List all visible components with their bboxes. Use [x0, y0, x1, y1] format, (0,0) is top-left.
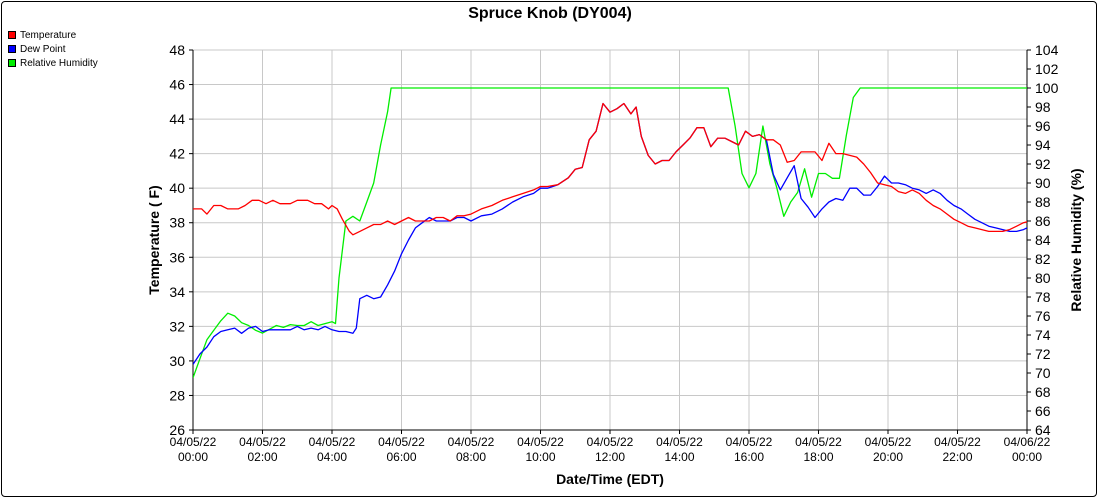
- legend-swatch-temperature: [8, 31, 16, 39]
- x-tick-time-label: 20:00: [873, 450, 903, 464]
- y-right-tick-label: 94: [1035, 137, 1051, 153]
- y-right-tick-label: 66: [1035, 403, 1051, 419]
- x-tick-date-label: 04/05/22: [934, 435, 981, 449]
- x-tick-time-label: 14:00: [664, 450, 694, 464]
- y-right-tick-label: 92: [1035, 156, 1051, 172]
- y-left-tick-label: 48: [169, 42, 185, 58]
- x-tick-time-label: 08:00: [456, 450, 486, 464]
- x-tick-date-label: 04/05/22: [587, 435, 634, 449]
- x-tick-time-label: 12:00: [595, 450, 625, 464]
- x-tick-date-label: 04/05/22: [448, 435, 495, 449]
- x-tick-time-label: 06:00: [386, 450, 416, 464]
- y-left-tick-label: 32: [169, 318, 185, 334]
- y-right-tick-label: 102: [1035, 61, 1059, 77]
- y-left-tick-label: 42: [169, 146, 185, 162]
- series-line-temperature: [193, 102, 1027, 236]
- y-right-tick-label: 68: [1035, 384, 1051, 400]
- x-tick-time-label: 18:00: [803, 450, 833, 464]
- x-tick-date-label: 04/05/22: [517, 435, 564, 449]
- y-right-tick-label: 82: [1035, 251, 1051, 267]
- y-left-tick-label: 46: [169, 77, 185, 93]
- x-tick-date-label: 04/05/22: [170, 435, 217, 449]
- legend-item-temperature: Temperature: [8, 28, 98, 42]
- legend: Temperature Dew Point Relative Humidity: [8, 28, 98, 70]
- x-tick-time-label: 04:00: [317, 450, 347, 464]
- y-right-tick-label: 100: [1035, 80, 1059, 96]
- x-tick-time-label: 10:00: [525, 450, 555, 464]
- x-tick-date-label: 04/05/22: [726, 435, 773, 449]
- y-left-tick-label: 38: [169, 215, 185, 231]
- legend-label-dew-point: Dew Point: [20, 43, 66, 55]
- y-right-tick-label: 104: [1035, 42, 1059, 58]
- x-tick-time-label: 16:00: [734, 450, 764, 464]
- y-right-tick-label: 74: [1035, 327, 1051, 343]
- x-tick-time-label: 02:00: [247, 450, 277, 464]
- y-right-tick-label: 72: [1035, 346, 1051, 362]
- legend-item-dew-point: Dew Point: [8, 42, 98, 56]
- y-left-tick-label: 40: [169, 180, 185, 196]
- y-right-tick-label: 88: [1035, 194, 1051, 210]
- y-right-tick-label: 86: [1035, 213, 1051, 229]
- x-axis-label: Date/Time (EDT): [556, 471, 664, 487]
- y-left-tick-label: 34: [169, 284, 185, 300]
- legend-item-relative-humidity: Relative Humidity: [8, 56, 98, 70]
- y-right-tick-label: 64: [1035, 422, 1051, 438]
- y-right-tick-label: 96: [1035, 118, 1051, 134]
- x-tick-time-label: 00:00: [1012, 450, 1042, 464]
- y-right-tick-label: 78: [1035, 289, 1051, 305]
- x-tick-date-label: 04/05/22: [309, 435, 356, 449]
- y-left-tick-label: 44: [169, 111, 185, 127]
- y-right-tick-label: 84: [1035, 232, 1051, 248]
- legend-swatch-relative-humidity: [8, 59, 16, 67]
- y-right-tick-label: 70: [1035, 365, 1051, 381]
- x-tick-time-label: 22:00: [942, 450, 972, 464]
- chart-title: Spruce Knob (DY004): [468, 5, 632, 22]
- y-right-tick-label: 90: [1035, 175, 1051, 191]
- x-tick-date-label: 04/06/22: [1004, 435, 1051, 449]
- x-tick-date-label: 04/05/22: [239, 435, 286, 449]
- y-right-tick-label: 98: [1035, 99, 1051, 115]
- x-tick-date-label: 04/05/22: [865, 435, 912, 449]
- x-tick-date-label: 04/05/22: [795, 435, 842, 449]
- legend-label-temperature: Temperature: [20, 29, 77, 41]
- y-axis-left-label: Temperature ( F): [146, 185, 162, 294]
- y-right-tick-label: 76: [1035, 308, 1051, 324]
- y-right-tick-label: 80: [1035, 270, 1051, 286]
- y-left-tick-label: 26: [169, 422, 185, 438]
- legend-label-relative-humidity: Relative Humidity: [20, 57, 98, 69]
- x-tick-date-label: 04/05/22: [378, 435, 425, 449]
- legend-swatch-dew-point: [8, 45, 16, 53]
- x-tick-time-label: 00:00: [178, 450, 208, 464]
- y-left-tick-label: 28: [169, 387, 185, 403]
- x-tick-date-label: 04/05/22: [656, 435, 703, 449]
- y-axis-right-label: Relative Humidity (%): [1068, 168, 1084, 311]
- y-left-tick-label: 30: [169, 353, 185, 369]
- y-left-tick-label: 36: [169, 249, 185, 265]
